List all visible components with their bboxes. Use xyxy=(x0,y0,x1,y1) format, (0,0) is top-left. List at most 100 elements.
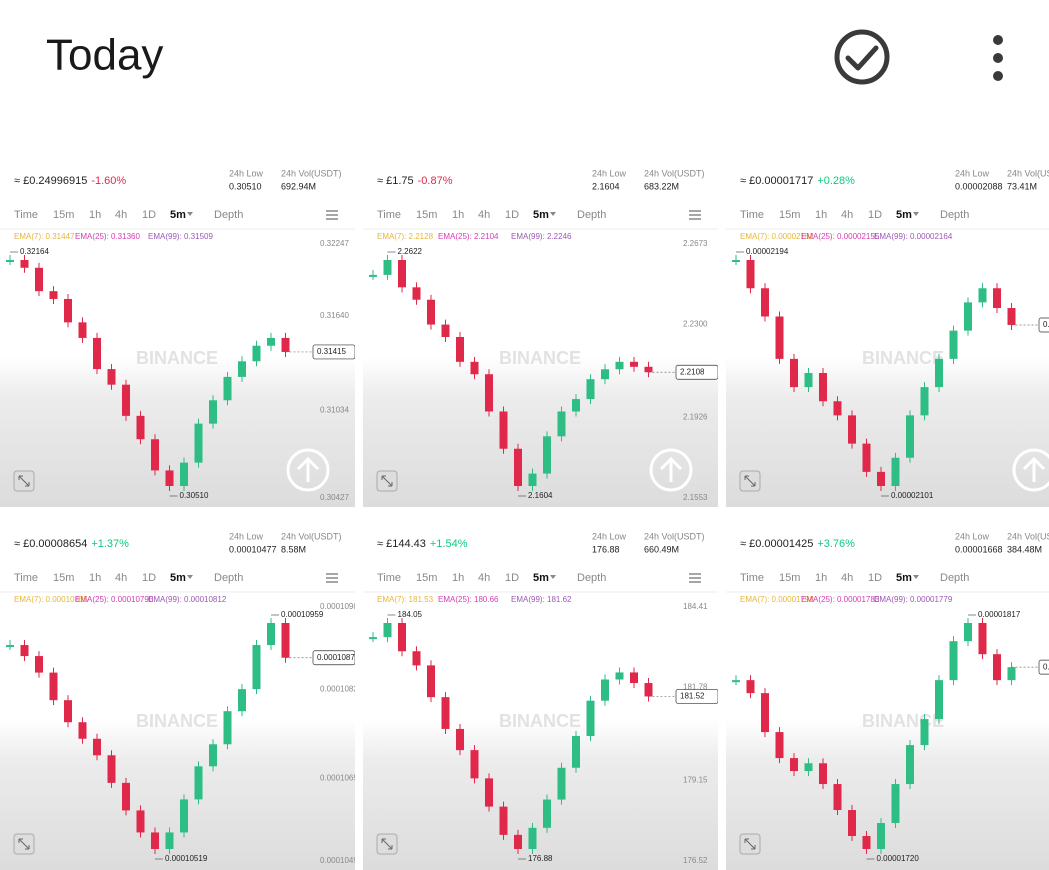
upload-arrow xyxy=(659,456,683,482)
vol-label: 24h Vol(USDT) xyxy=(644,168,705,178)
interval-tab[interactable]: 15m xyxy=(779,572,800,584)
candle xyxy=(978,623,987,655)
interval-tab[interactable]: 1D xyxy=(142,209,156,221)
candle xyxy=(398,260,406,288)
candle xyxy=(775,316,784,359)
candle xyxy=(630,361,638,367)
interval-tab[interactable]: 1h xyxy=(815,572,827,584)
interval-tab[interactable]: 1h xyxy=(815,209,827,221)
candle xyxy=(586,379,595,400)
interval-tab[interactable]: 4h xyxy=(478,572,490,584)
interval-tab[interactable]: Depth xyxy=(214,572,243,584)
candle xyxy=(862,443,871,472)
interval-tab[interactable]: 1D xyxy=(142,572,156,584)
y-tick-label: 0.00010820 xyxy=(320,684,363,693)
candle xyxy=(630,672,638,684)
upload-button[interactable] xyxy=(286,448,330,492)
interval-tab[interactable]: 4h xyxy=(115,209,127,221)
interval-tab[interactable]: Depth xyxy=(940,209,969,221)
settings-icon xyxy=(689,573,701,583)
thumbnail[interactable]: ≈ £144.43 +1.54% 24h Low 176.88 24h Vol(USDT… xyxy=(363,513,718,870)
interval-tab[interactable]: 15m xyxy=(53,209,74,221)
y-tick-label: 0.31640 xyxy=(320,311,349,320)
interval-tab[interactable]: 15m xyxy=(416,572,437,584)
interval-tab[interactable]: 4h xyxy=(841,209,853,221)
ema-label: EMA(25): 0.00001783 xyxy=(801,595,880,604)
interval-tab[interactable]: 1h xyxy=(452,572,464,584)
interval-tab[interactable]: 15m xyxy=(779,209,800,221)
candle xyxy=(64,298,72,323)
interval-tab[interactable]: 1D xyxy=(868,572,882,584)
interval-tab[interactable]: 1h xyxy=(89,572,101,584)
interval-tab[interactable]: Time xyxy=(377,572,401,584)
current-box xyxy=(1038,659,1049,675)
low-label: 176.88 xyxy=(528,854,553,863)
vol-value: 683.22M xyxy=(644,181,679,191)
ema-label: EMA(25): 0.00010790 xyxy=(75,595,154,604)
thumbnail[interactable]: ≈ £0.00001717 +0.28% 24h Low 0.00002088 24h … xyxy=(726,150,1049,507)
vol-label: 24h Vol(USDT) xyxy=(1007,531,1049,541)
low-label: 0.30510 xyxy=(180,491,209,500)
y-tick-label: 0.00010497 xyxy=(320,856,363,865)
interval-tab[interactable]: 15m xyxy=(416,209,437,221)
vol-label: 24h Vol(USDT) xyxy=(1007,168,1049,178)
y-tick-label: 0.32247 xyxy=(320,239,349,248)
candle xyxy=(209,400,217,424)
candle xyxy=(412,287,421,300)
candle xyxy=(891,457,900,486)
candle xyxy=(456,728,464,751)
thumbnail[interactable]: ≈ £0.24996915 -1.60% 24h Low 0.30510 24h Vol… xyxy=(0,150,355,507)
candle xyxy=(935,358,943,388)
interval-tab[interactable]: 1h xyxy=(89,209,101,221)
upload-button[interactable] xyxy=(649,448,693,492)
interval-tab[interactable]: 4h xyxy=(115,572,127,584)
interval-tab[interactable]: Depth xyxy=(940,572,969,584)
interval-tab[interactable]: Time xyxy=(377,209,401,221)
interval-tab[interactable]: Depth xyxy=(214,209,243,221)
ema-label: EMA(99): 0.00002164 xyxy=(874,232,953,241)
interval-tab[interactable]: 1h xyxy=(452,209,464,221)
interval-tab[interactable]: 5m xyxy=(533,209,549,221)
interval-tab[interactable]: 1D xyxy=(505,209,519,221)
fiat-price: ≈ £1.75 xyxy=(377,175,414,187)
thumbnail[interactable]: ≈ £0.00008654 +1.37% 24h Low 0.00010477 24h … xyxy=(0,513,363,870)
upload-button[interactable] xyxy=(1012,448,1049,492)
candle xyxy=(35,267,43,292)
candle xyxy=(252,345,261,362)
expand-arrow xyxy=(744,838,756,850)
upload-arrow xyxy=(1022,456,1046,482)
candle xyxy=(107,369,116,385)
menu-button[interactable] xyxy=(993,35,1003,81)
interval-tab[interactable]: 5m xyxy=(170,209,186,221)
interval-tab[interactable]: 5m xyxy=(533,572,549,584)
thumbnail[interactable]: ≈ £0.00001425 +3.76% 24h Low 0.00001668 24h … xyxy=(726,513,1049,870)
interval-tab[interactable]: 5m xyxy=(896,209,912,221)
vol-label: 24h Vol(USDT) xyxy=(281,531,342,541)
interval-tab[interactable]: 5m xyxy=(170,572,186,584)
candle xyxy=(6,260,14,262)
candle xyxy=(833,401,842,416)
interval-tab[interactable]: 1D xyxy=(505,572,519,584)
candle xyxy=(920,387,929,416)
candle xyxy=(543,799,551,828)
interval-tab[interactable]: 5m xyxy=(896,572,912,584)
interval-tab[interactable]: Time xyxy=(740,209,764,221)
interval-tab[interactable]: 15m xyxy=(53,572,74,584)
interval-tab[interactable]: Depth xyxy=(577,572,606,584)
interval-tab[interactable]: Time xyxy=(740,572,764,584)
interval-tab[interactable]: 1D xyxy=(868,209,882,221)
thumbnail[interactable]: ≈ £1.75 -0.87% 24h Low 2.1604 24h Vol(USDT) 6… xyxy=(363,150,718,507)
select-button[interactable] xyxy=(834,29,890,85)
interval-tab[interactable]: Time xyxy=(14,572,38,584)
interval-tab[interactable]: 4h xyxy=(478,209,490,221)
interval-tab[interactable]: Depth xyxy=(577,209,606,221)
candle xyxy=(485,374,493,412)
interval-tab[interactable]: Time xyxy=(14,209,38,221)
ema-label: EMA(99): 2.2246 xyxy=(511,232,572,241)
chart-bg xyxy=(0,234,355,507)
candle xyxy=(20,260,29,268)
interval-tab[interactable]: 4h xyxy=(841,572,853,584)
vol-value: 660.49M xyxy=(644,544,679,554)
candle xyxy=(528,473,537,486)
low-label: 24h Low xyxy=(955,531,990,541)
